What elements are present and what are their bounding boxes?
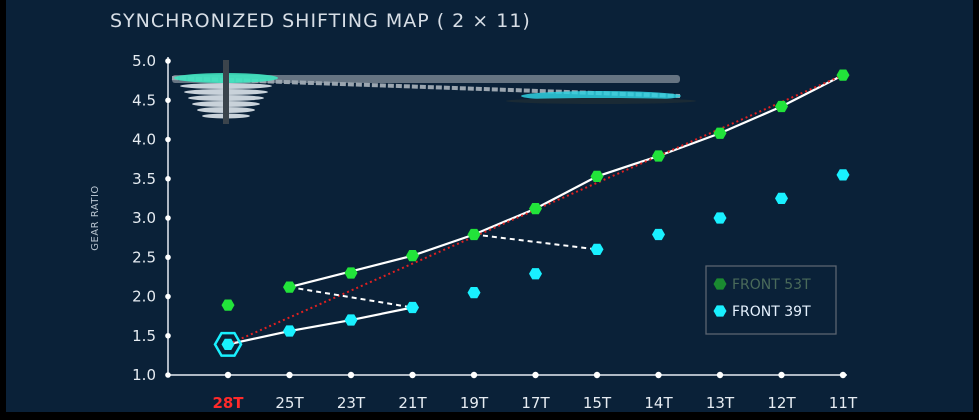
data-point-front-53t bbox=[775, 100, 788, 113]
shift-path-53t bbox=[289, 74, 844, 289]
data-point-front-39t bbox=[344, 314, 358, 326]
y-tick-label: 2.0 bbox=[132, 288, 156, 306]
x-tick-label: 11T bbox=[829, 394, 858, 412]
y-tick-label: 3.5 bbox=[132, 170, 156, 188]
data-point-front-53t bbox=[590, 170, 604, 183]
y-tick-dot bbox=[165, 293, 171, 300]
shift-transition-line bbox=[289, 286, 413, 309]
x-tick-label: 21T bbox=[398, 394, 427, 412]
x-tick-label: 17T bbox=[521, 394, 550, 412]
shifting-map-chart: 1.0 1.5 2.0 2.5 3.0 3.5 4.0 4.5 5.0 GEAR RATIO 28T… bbox=[90, 52, 858, 412]
data-point-front-39t bbox=[529, 268, 542, 280]
data-point-front-53t bbox=[221, 299, 235, 311]
data-point-front-39t bbox=[406, 301, 419, 314]
data-point-front-53t bbox=[283, 281, 296, 293]
x-tick-label: 15T bbox=[583, 394, 612, 412]
data-point-front-53t bbox=[344, 267, 358, 279]
legend-label: FRONT 53T bbox=[732, 277, 811, 293]
x-tick-dot bbox=[716, 371, 724, 379]
data-point-front-39t bbox=[713, 212, 727, 224]
y-tick-label: 4.0 bbox=[132, 131, 156, 149]
chart-title: SYNCHRONIZED SHIFTING MAP ( 2 × 11) bbox=[110, 10, 531, 32]
x-tick-dot bbox=[839, 371, 847, 379]
chart-panel: SYNCHRONIZED SHIFTING MAP ( 2 × 11) 1.0 1… bbox=[6, 0, 973, 412]
x-tick-dot bbox=[224, 371, 232, 379]
x-tick-dot bbox=[470, 371, 478, 379]
x-tick-dot bbox=[778, 371, 785, 379]
data-point-front-39t bbox=[283, 325, 296, 337]
y-tick-dot bbox=[165, 254, 171, 261]
data-point-front-39t bbox=[590, 243, 604, 256]
y-tick-label: 1.5 bbox=[132, 327, 156, 345]
y-tick-dot bbox=[165, 332, 171, 339]
y-tick-label: 5.0 bbox=[132, 52, 156, 70]
shift-transition-line bbox=[473, 233, 598, 251]
data-point-front-53t bbox=[652, 150, 665, 162]
shift-path-39t bbox=[227, 306, 413, 346]
y-tick-label: 4.5 bbox=[132, 91, 156, 109]
current-gear-ring bbox=[213, 331, 243, 357]
y-tick-dot bbox=[165, 215, 171, 221]
x-tick-dot bbox=[347, 371, 355, 379]
x-tick-label: 14T bbox=[644, 394, 673, 412]
y-tick-label: 3.0 bbox=[132, 209, 156, 227]
legend-label: FRONT 39T bbox=[732, 304, 811, 320]
data-point-front-39t bbox=[836, 169, 850, 181]
y-tick-dot bbox=[165, 372, 171, 378]
legend-frame bbox=[705, 265, 837, 335]
legend-marker bbox=[713, 278, 727, 290]
x-tick-label: 23T bbox=[337, 394, 366, 412]
data-point-front-53t bbox=[406, 250, 419, 262]
y-tick-dot bbox=[165, 136, 171, 143]
x-tick-dot bbox=[286, 371, 293, 379]
legend: FRONT 53T FRONT 39T bbox=[705, 265, 837, 335]
data-point-front-53t bbox=[529, 202, 542, 215]
x-tick-label: 13T bbox=[706, 394, 735, 412]
y-tick-dot bbox=[165, 97, 171, 104]
data-point-front-39t bbox=[775, 192, 788, 204]
y-tick-label: 1.0 bbox=[132, 366, 156, 384]
legend-marker bbox=[713, 305, 727, 317]
y-axis-label: GEAR RATIO bbox=[90, 185, 101, 251]
x-tick-dot bbox=[532, 371, 539, 379]
data-point-front-39t bbox=[221, 338, 235, 351]
x-tick-label: 28T bbox=[212, 394, 244, 412]
data-point-front-53t bbox=[836, 69, 850, 81]
x-tick-dot bbox=[655, 371, 662, 379]
data-point-front-39t bbox=[652, 228, 665, 241]
drivetrain-illustration bbox=[171, 60, 696, 124]
y-tick-dot bbox=[165, 58, 171, 64]
x-tick-label: 12T bbox=[767, 394, 796, 412]
x-tick-label: 19T bbox=[460, 394, 489, 412]
data-point-front-53t bbox=[713, 127, 727, 139]
data-point-front-39t bbox=[467, 286, 481, 299]
x-tick-label: 25T bbox=[275, 394, 304, 412]
y-tick-dot bbox=[165, 175, 171, 182]
data-point-front-53t bbox=[467, 228, 481, 241]
x-tick-dot bbox=[409, 371, 416, 379]
y-tick-label: 2.5 bbox=[132, 248, 156, 266]
x-tick-dot bbox=[593, 371, 601, 379]
